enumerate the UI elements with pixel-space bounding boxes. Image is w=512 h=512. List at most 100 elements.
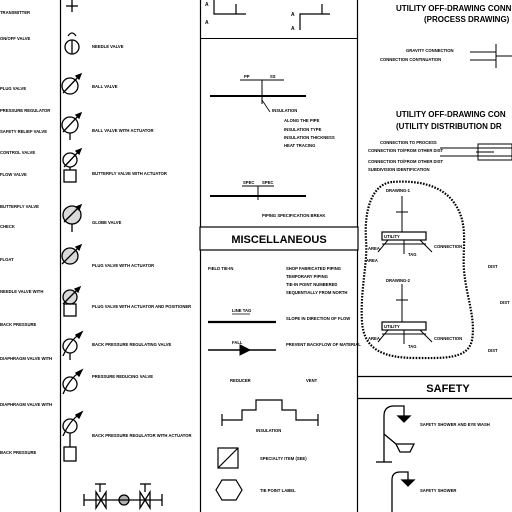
reducer-label: REDUCER bbox=[230, 378, 251, 383]
svg-text:INSULATION THICKNESS: INSULATION THICKNESS bbox=[284, 135, 335, 140]
distribution-tree-1 bbox=[377, 196, 433, 254]
box-1-label: UTILITY bbox=[384, 234, 400, 239]
svg-text:A: A bbox=[205, 2, 209, 8]
needle-valve-symbol bbox=[64, 32, 80, 55]
svg-text:FIELD TIE-IN: FIELD TIE-IN bbox=[208, 266, 233, 271]
process-conn-label-0: GRAVITY CONNECTION bbox=[406, 48, 454, 53]
fall-label: FALL bbox=[232, 340, 243, 345]
valve-label-1: BALL VALVE bbox=[92, 84, 118, 89]
left-label-12: DIAPHRAGM VALVE WITH bbox=[0, 356, 52, 361]
left-label-7: BUTTERFLY VALVE bbox=[0, 204, 39, 209]
field-tie-in-block: FIELD TIE-IN SHOP FABRICATED PIPING TEMP… bbox=[208, 266, 347, 295]
dotted-boundary-cloud bbox=[360, 180, 474, 360]
svg-text:A: A bbox=[291, 12, 295, 18]
bpr-actuator-symbol bbox=[62, 410, 84, 462]
safety-shower-eyewash-symbol bbox=[376, 405, 416, 463]
utility-process-title-2: (PROCESS DRAWING) bbox=[424, 15, 510, 24]
left-label-11: BACK PRESSURE bbox=[0, 322, 37, 327]
bottom-valve-assembly bbox=[83, 483, 163, 511]
hatch-label: SPECIALTY ITEM (SEE) bbox=[260, 456, 307, 461]
svg-text:TIE-IN POINT NUMBERED: TIE-IN POINT NUMBERED bbox=[286, 282, 337, 287]
insulation-labels: INSULATION ALONG THE PIPE INSULATION TYP… bbox=[272, 108, 335, 148]
vent-label: VENT bbox=[306, 378, 318, 383]
spec-tag-left: SPEC bbox=[243, 180, 254, 185]
left-label-6: FLOW VALVE bbox=[0, 172, 27, 177]
fall-symbol bbox=[208, 344, 276, 356]
side-label-0: DIST bbox=[488, 264, 498, 269]
line-slope-note: SLOPE IN DIRECTION OF FLOW bbox=[286, 316, 350, 321]
svg-text:A: A bbox=[291, 26, 295, 32]
safety-shower-symbol bbox=[391, 471, 416, 512]
line-slope-symbol bbox=[208, 313, 276, 324]
valve-column-labels: NEEDLE VALVE BALL VALVE BALL VALVE WITH … bbox=[92, 44, 192, 438]
valve-label-9: BACK PRESSURE REGULATOR WITH ACTUATOR bbox=[92, 433, 192, 438]
node-1-a: AREA bbox=[368, 246, 380, 251]
left-label-10: NEEDLE VALVE WITH bbox=[0, 289, 43, 294]
safety-header: SAFETY bbox=[426, 383, 470, 395]
insulation-pipe-symbol bbox=[210, 79, 306, 113]
left-label-1: ON/OFF VALVE bbox=[0, 36, 31, 41]
left-label-0: TRANSMITTER bbox=[0, 10, 30, 15]
svg-text:INSULATION: INSULATION bbox=[272, 108, 297, 113]
insulation-symbol-label: INSULATION bbox=[256, 428, 281, 433]
left-label-3: PRESSURE REGULATOR bbox=[0, 108, 50, 113]
valve-label-4: GLOBE VALVE bbox=[92, 220, 122, 225]
spec-break-label: PIPING SPECIFICATION BREAK bbox=[262, 213, 325, 218]
safety-item-0: SAFETY SHOWER AND EYE WASH bbox=[420, 422, 490, 427]
utility-process-title-1: UTILITY OFF-DRAWING CONN bbox=[396, 4, 512, 13]
process-conn-label-1: CONNECTION CONTINUATION bbox=[380, 57, 441, 62]
line-tag-label: LINE TAG bbox=[232, 308, 251, 313]
valve-label-6: PLUG VALVE WITH ACTUATOR AND POSITIONER bbox=[92, 304, 191, 309]
valve-label-3: BUTTERFLY VALVE WITH ACTUATOR bbox=[92, 171, 167, 176]
valve-label-7: BACK PRESSURE REGULATING VALVE bbox=[92, 342, 172, 347]
node-2-c: CONNECTION bbox=[434, 336, 462, 341]
left-label-14: BACK PRESSURE bbox=[0, 450, 37, 455]
svg-text:SHOP FABRICATED PIPING: SHOP FABRICATED PIPING bbox=[286, 266, 341, 271]
utility-dist-title-1: UTILITY OFF-DRAWING CON bbox=[396, 110, 506, 119]
dist-conn-label-0: CONNECTION TO PROCESS bbox=[380, 140, 437, 145]
distribution-tree-2 bbox=[377, 284, 433, 344]
valve-symbol-column bbox=[61, 0, 163, 511]
node-2-a: AREA bbox=[368, 336, 380, 341]
svg-text:INSULATION TYPE: INSULATION TYPE bbox=[284, 127, 322, 132]
left-label-2: PLUG VALVE bbox=[0, 86, 26, 91]
ball-valve-symbol bbox=[61, 72, 83, 95]
process-conn-symbols bbox=[470, 44, 512, 68]
svg-text:ALONG THE PIPE: ALONG THE PIPE bbox=[284, 118, 320, 123]
group-2-label: DRAWING-2 bbox=[386, 278, 411, 283]
spec-break-symbol bbox=[210, 185, 306, 200]
center-top-symbols bbox=[213, 0, 330, 30]
left-label-13: DIAPHRAGM VALVE WITH bbox=[0, 402, 52, 407]
utility-dist-title-2: (UTILITY DISTRIBUTION DR bbox=[396, 122, 502, 131]
dist-conn-label-1: CONNECTION TO/FROM OTHER DIST bbox=[368, 148, 444, 153]
globe-valve-symbol bbox=[62, 203, 83, 232]
dist-conn-label-2: CONNECTION TO/FROM OTHER DIST bbox=[368, 159, 444, 164]
pressure-reducing-valve-symbol bbox=[62, 368, 84, 395]
left-column-labels: TRANSMITTER ON/OFF VALVE PLUG VALVE PRES… bbox=[0, 10, 52, 455]
pipe-tag-left: PP bbox=[244, 74, 250, 79]
group-1-label: DRAWING-1 bbox=[386, 188, 411, 193]
butterfly-valve-actuator-symbol bbox=[62, 147, 83, 183]
plug-valve-actuator-symbol bbox=[61, 243, 83, 265]
plug-valve-positioner-symbol bbox=[62, 285, 82, 317]
node-1-c: CONNECTION bbox=[434, 244, 462, 249]
hatch-box-symbol bbox=[217, 447, 239, 469]
valve-label-0: NEEDLE VALVE bbox=[92, 44, 124, 49]
svg-text:TEMPORARY PIPING: TEMPORARY PIPING bbox=[286, 274, 328, 279]
valve-label-8: PRESSURE REDUCING VALVE bbox=[92, 374, 153, 379]
left-label-5: CONTROL VALVE bbox=[0, 150, 35, 155]
valve-label-5: PLUG VALVE WITH ACTUATOR bbox=[92, 263, 154, 268]
misc-header: MISCELLANEOUS bbox=[231, 234, 326, 246]
left-label-9: FLOAT bbox=[0, 257, 14, 262]
insulation-jacket-symbol bbox=[221, 399, 319, 426]
left-label-8: CHECK bbox=[0, 224, 15, 229]
spec-tag-right: SPEC bbox=[262, 180, 273, 185]
box-2-label: UTILITY bbox=[384, 324, 400, 329]
safety-item-1: SAFETY SHOWER bbox=[420, 488, 456, 493]
misc-header-box bbox=[199, 226, 359, 251]
center-top-letters: A A A A bbox=[205, 2, 295, 32]
hex-label: TIE POINT LABEL bbox=[260, 488, 296, 493]
svg-text:A: A bbox=[205, 20, 209, 26]
